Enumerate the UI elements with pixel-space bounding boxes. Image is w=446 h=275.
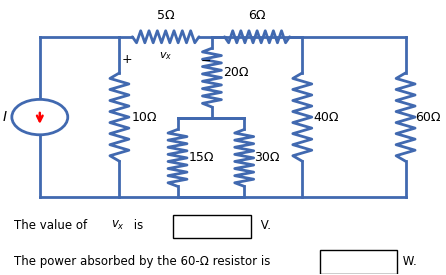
- Text: $v_x$: $v_x$: [159, 50, 173, 62]
- Text: V.: V.: [257, 219, 271, 232]
- FancyBboxPatch shape: [173, 215, 251, 238]
- Text: The power absorbed by the 60-Ω resistor is: The power absorbed by the 60-Ω resistor …: [14, 255, 270, 268]
- Text: 15Ω: 15Ω: [188, 152, 214, 164]
- Text: $v_x$: $v_x$: [111, 219, 125, 232]
- Circle shape: [12, 99, 68, 135]
- Text: 5Ω: 5Ω: [157, 9, 174, 22]
- Text: 20Ω: 20Ω: [223, 66, 248, 79]
- Text: 6Ω: 6Ω: [248, 9, 266, 22]
- Text: The value of: The value of: [14, 219, 91, 232]
- Text: $I$: $I$: [2, 110, 8, 124]
- FancyBboxPatch shape: [319, 251, 397, 274]
- Text: −: −: [201, 54, 212, 67]
- Text: +: +: [122, 53, 132, 66]
- Text: W.: W.: [399, 255, 417, 268]
- Text: 40Ω: 40Ω: [313, 111, 339, 123]
- Text: 10Ω: 10Ω: [132, 111, 157, 123]
- Text: is: is: [130, 219, 144, 232]
- Text: 30Ω: 30Ω: [254, 152, 279, 164]
- Text: 60Ω: 60Ω: [415, 111, 441, 123]
